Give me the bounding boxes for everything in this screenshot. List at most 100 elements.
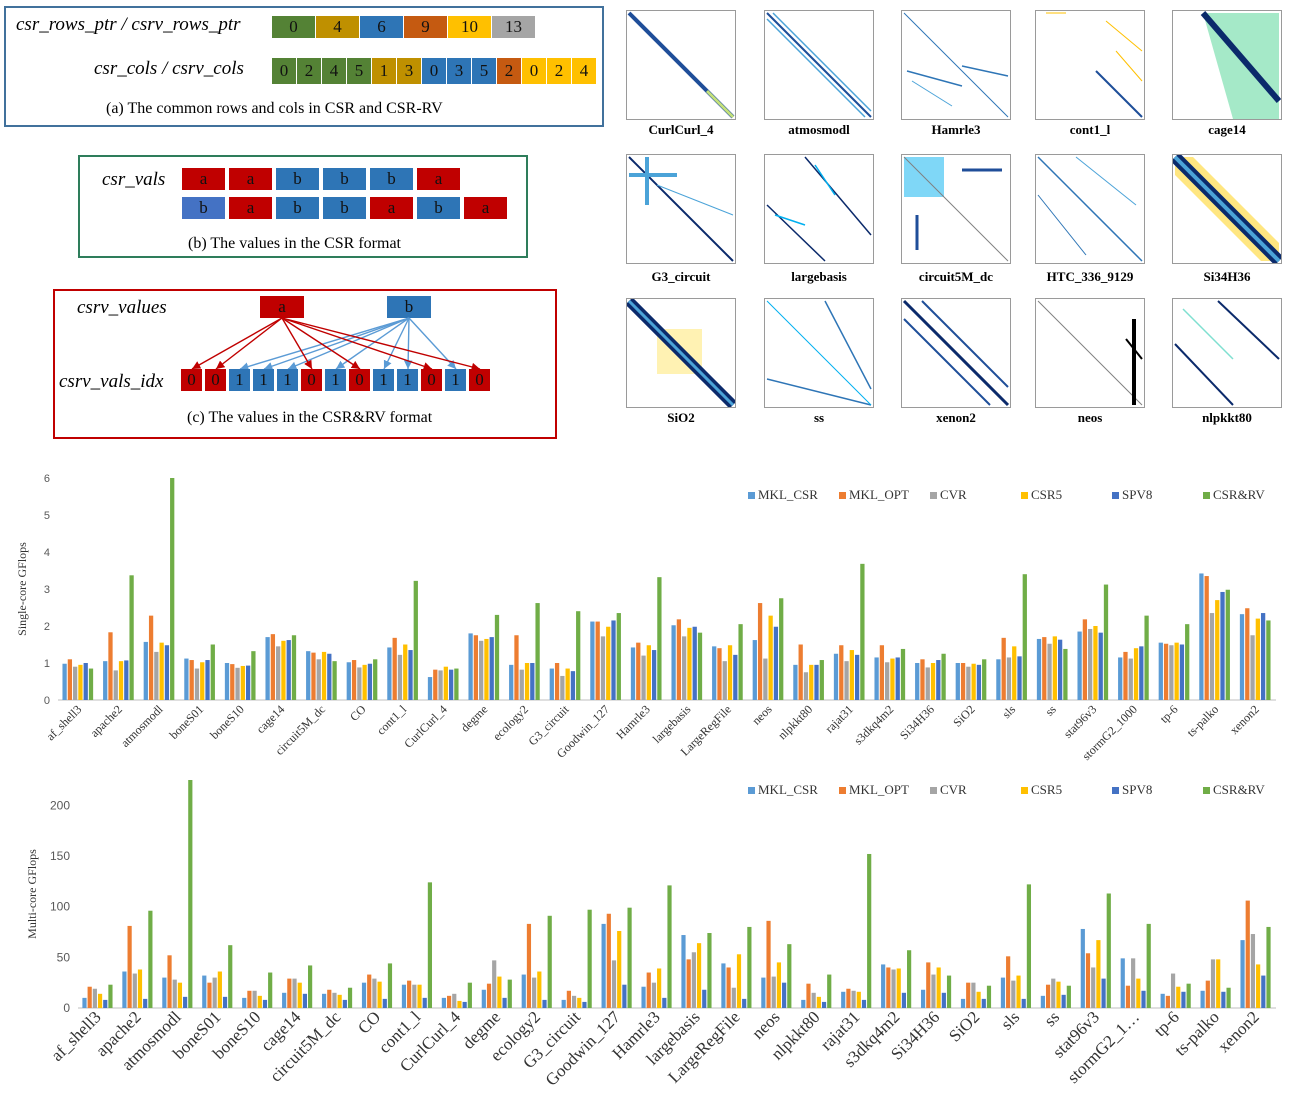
bar [228,945,233,1008]
csrv-idx-cell: 1 [325,369,347,391]
csrv-idx-cell: 0 [349,369,371,391]
bar [1200,990,1205,1008]
legend-swatch [1112,787,1119,794]
bar [691,952,696,1008]
y-tick-label: 0 [63,1001,70,1015]
csr-val-cell: b [323,168,367,190]
legend-label: MKL_OPT [849,487,909,502]
bar [321,651,327,700]
bar [162,977,167,1008]
bar [473,635,479,700]
matrix-thumbnail [901,298,1011,408]
bar [846,988,851,1008]
matrix-thumbnail [1172,10,1282,120]
bar [497,976,502,1008]
bar [761,977,766,1008]
matrix-thumbnail [764,10,874,120]
bar [1118,657,1123,700]
bar [97,993,103,1008]
bar [457,1000,462,1008]
matrix-label: circuit5M_dc [918,269,994,284]
cols-cell: 3 [397,58,422,84]
bar [167,955,172,1008]
bar [83,663,88,700]
y-tick-label: 3 [44,584,50,596]
matrix-label: ss [813,410,825,425]
bar [542,999,547,1008]
x-tick-label: boneS01 [167,702,207,742]
y-tick-label: 0 [44,695,50,707]
cols-cell: 2 [547,58,572,84]
bar [630,647,636,700]
bar [448,669,454,700]
rows-ptr-cell: 4 [316,16,360,38]
bar [1170,973,1176,1008]
bar [971,982,976,1008]
bar [926,962,931,1008]
bar [1146,923,1151,1008]
bar [1210,959,1216,1008]
cols-cell: 0 [422,58,447,84]
bar [467,982,472,1008]
bar [1093,626,1098,700]
bar [526,923,532,1008]
bar [103,661,108,700]
bar [287,978,292,1008]
bar [833,653,839,700]
bar [577,997,582,1008]
bar [407,980,412,1008]
x-tick-label: SiO2 [950,702,977,729]
bar [617,930,622,1008]
bar [265,637,270,700]
bar [996,659,1001,700]
bar [960,998,966,1008]
x-tick-label: tp-6 [1157,702,1181,726]
bar [230,664,235,700]
bar [806,983,811,1008]
bar [532,977,537,1008]
bar [373,659,378,700]
bar [530,663,535,700]
bar [809,664,814,700]
bar [966,666,971,700]
bar [1144,615,1149,700]
bar [879,645,885,700]
csr-val-cell: a [417,168,461,190]
x-tick-label: CurlCurl_4 [401,702,450,751]
x-tick-label: atmosmodl [118,702,166,750]
csr-val-cell: b [323,197,367,219]
csrv-value-b: b [387,296,431,318]
bar [671,625,676,700]
bar [443,666,448,700]
bar [722,661,727,700]
bar [468,633,473,700]
cols-cell: 2 [297,58,322,84]
bar [841,991,846,1008]
bar [736,954,742,1008]
bar [773,626,779,700]
bar [726,967,731,1008]
x-tick-label: Si34H36 [897,702,937,742]
panel-b-caption: (b) The values in the CSR format [188,235,401,252]
bar [446,995,452,1008]
mapping-arrow [281,317,361,370]
legend-swatch [1112,492,1119,499]
bar [276,646,281,700]
cols-cell: 4 [322,58,347,84]
bar [327,989,332,1008]
bar [1057,639,1063,700]
bar [960,663,966,700]
legend-label: CSR5 [1031,487,1062,502]
bar [681,935,686,1008]
bar [811,992,816,1008]
bar [1245,608,1250,700]
bar [891,969,896,1008]
bar [514,635,519,700]
bar [242,997,247,1008]
matrix-label: neos [1077,410,1103,425]
bar [1221,991,1226,1008]
bar [712,646,717,700]
matrix-thumbnail [764,154,874,264]
bar [886,967,891,1008]
